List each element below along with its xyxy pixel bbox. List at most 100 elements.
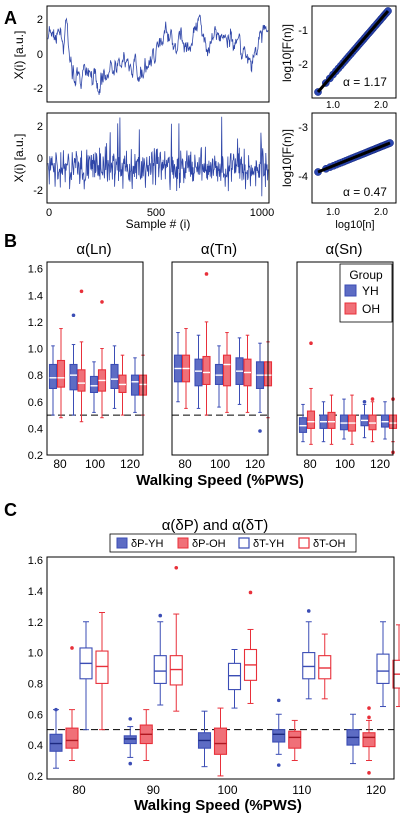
box-outlier [79,289,84,294]
ts-xlabel: Sample # (i) [126,217,191,231]
panel-b-legend-title: Group [349,268,383,282]
ts-bottom-ytick-2: 0 [37,153,43,165]
box-outlier [174,565,179,570]
panel-b-xtick-9: 120 [370,457,390,471]
ts-bottom-trace [47,116,269,197]
box-outlier [258,429,262,433]
box-outlier [367,771,371,775]
box-iqr [362,732,376,748]
panel-c-legend-box [109,533,357,553]
dfa-bottom-ytick-1: -3 [298,122,308,134]
ts-top-ytick-2: 0 [37,49,43,61]
panel-c-xtick: 90 [147,783,161,797]
panel-c-xtick: 100 [217,783,237,797]
box-outlier [128,761,133,766]
box-outlier [362,399,367,404]
box-iqr [202,355,211,386]
ts-bottom-frame [46,112,270,204]
panel-c-ytick: 1.4 [28,586,43,598]
box-iqr [65,727,79,749]
legend-swatch-dt-oh [298,537,310,549]
legend-swatch-yh [344,284,357,297]
panel-b-xtick-1: 80 [53,457,67,471]
box-iqr [318,655,332,680]
panel-b-title-3: α(Sn) [325,241,362,258]
panel-b-title-1: α(Ln) [76,241,111,258]
legend-label-dt-oh: δT-OH [313,538,345,550]
box-iqr [169,655,183,686]
box-iqr [376,653,390,684]
box-iqr [153,655,167,684]
legend-swatch-dp-yh [116,537,128,549]
box-iqr [272,729,286,743]
dfa-top-fit-line [316,10,390,93]
box-iqr [110,363,119,389]
dfa-bottom-xtick-2: 2.0 [374,207,388,218]
box-iqr [69,363,78,391]
dfa-bottom-xtick-1: 1.0 [326,207,340,218]
legend-label-dt-yh: δT-YH [253,538,284,550]
dfa-top-alpha: α = 1.17 [343,75,387,89]
dfa-xlabel: log10[n] [335,219,374,231]
panel-b-xtick-5: 100 [210,457,230,471]
box-iqr [327,411,336,429]
panel-c-xtick: 80 [72,783,86,797]
dfa-bottom-ylabel: log10[F(n)] [280,129,294,187]
panel-label-b: B [4,231,17,251]
panel-b-ytick: 1.0 [28,344,43,356]
box-iqr [302,652,316,680]
panel-c-ytick: 1.0 [28,648,43,660]
panel-a-timeseries-bottom: 2 0 -2 X(i) [a.u.] 0 500 1000 Sample # (… [12,112,274,231]
ts-bottom-ytick-1: 2 [37,121,43,133]
dfa-bottom-alpha: α = 0.47 [343,185,387,199]
ts-top-trace [47,14,269,95]
ts-top-ytick-1: 2 [37,14,43,26]
ts-bottom-ylabel: X(i) [a.u.] [12,134,26,183]
ts-bottom-ytick-3: -2 [33,185,43,197]
box-outlier [70,646,74,650]
panel-b-xtick-2: 100 [85,457,105,471]
dfa-top-frame [311,5,397,99]
dfa-bottom-fit-line [317,141,391,174]
panel-b-xtick-3: 120 [120,457,140,471]
panel-b-xtick-4: 80 [178,457,192,471]
box-iqr [95,650,109,684]
panel-label-a: A [4,8,17,28]
box-iqr [288,730,302,749]
ts-xtick-1: 0 [46,207,52,219]
axes-frame [46,261,144,456]
box-outlier [276,763,281,767]
axes-frame [171,261,269,456]
box-iqr [77,369,86,392]
box-outlier [128,717,133,721]
panel-c-xtick: 110 [292,783,311,797]
panel-a-dfa-bottom: -3 -4 1.0 2.0 α = 0.47 log10[F(n)] log10… [280,112,397,231]
box-iqr [213,727,228,755]
legend-swatch-dt-yh [238,537,250,549]
panel-c-xlabel: Walking Speed (%PWS) [134,797,302,814]
panel-b-ytick: 1.6 [28,264,43,276]
dfa-top-ytick-2: -2 [298,59,308,71]
ts-top-ylabel: X(i) [a.u.] [12,31,26,80]
panel-c-xticks: 80 90 100 110 120 [72,783,386,797]
legend-label-oh: OH [362,302,380,316]
ts-xtick-3: 1000 [250,207,274,219]
panel-c-ytick: 0.6 [28,709,43,721]
panel-c-ytick: 1.6 [28,555,43,567]
box-outlier [54,707,58,712]
panel-b-ytick: 1.2 [28,317,43,329]
dfa-bottom-frame [311,112,397,204]
dfa-top-xtick-2: 2.0 [374,100,388,111]
panel-b-xtick-6: 120 [245,457,265,471]
legend-label-dp-oh: δP-OH [192,538,226,550]
dfa-bottom-ytick-2: -4 [298,171,308,183]
box-outlier [100,300,104,304]
box-iqr [49,733,63,752]
panel-b-ytick: 0.2 [28,450,43,462]
panel-b-yticks: 1.6 1.4 1.2 1.0 0.8 0.6 0.4 0.2 [28,264,43,462]
box-outlier [276,698,281,703]
legend-swatch-dp-oh [177,537,189,549]
panel-a-dfa-top: -1 -2 1.0 2.0 α = 1.17 log10[F(n)] [280,5,397,111]
panel-c: α(δP) and α(δT) δP-YH δP-OH δT-YH δT-OH … [28,517,387,814]
panel-c-title: α(δP) and α(δT) [162,517,269,534]
